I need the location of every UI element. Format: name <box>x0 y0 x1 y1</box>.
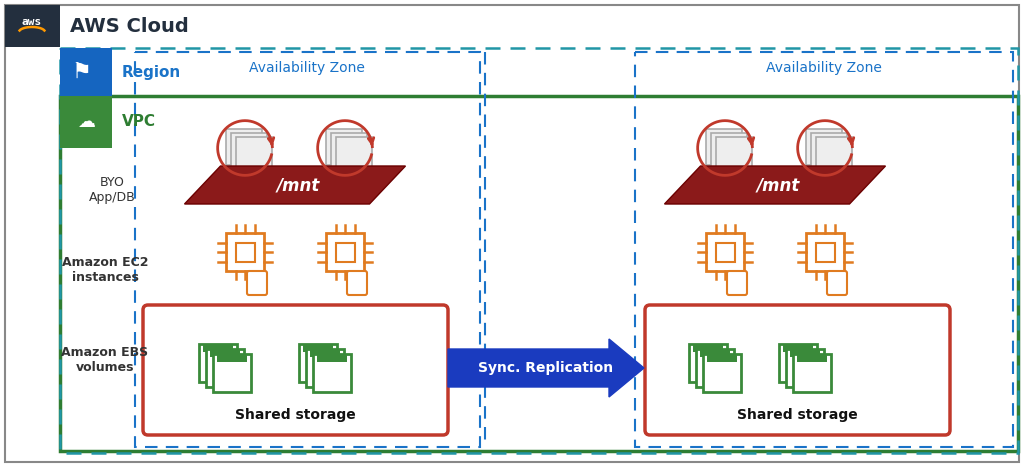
Bar <box>310 350 340 357</box>
Bar <box>336 243 355 262</box>
Text: Availability Zone: Availability Zone <box>249 61 365 75</box>
Bar <box>217 355 247 362</box>
FancyBboxPatch shape <box>206 349 244 387</box>
Text: Region: Region <box>122 64 181 79</box>
Bar <box>790 350 820 357</box>
Text: ☁: ☁ <box>77 113 95 131</box>
Bar <box>816 243 835 262</box>
Text: aws: aws <box>22 17 42 27</box>
Bar <box>236 243 255 262</box>
Bar <box>700 350 730 357</box>
Text: Sync. Replication: Sync. Replication <box>478 361 613 375</box>
FancyBboxPatch shape <box>347 271 367 295</box>
FancyBboxPatch shape <box>806 129 842 165</box>
FancyBboxPatch shape <box>336 137 372 173</box>
FancyBboxPatch shape <box>703 354 741 392</box>
Bar <box>210 350 240 357</box>
FancyBboxPatch shape <box>696 349 734 387</box>
Text: Shared storage: Shared storage <box>736 408 857 422</box>
Bar <box>60 96 1018 451</box>
Text: Availability Zone: Availability Zone <box>766 61 882 75</box>
FancyBboxPatch shape <box>247 271 267 295</box>
FancyBboxPatch shape <box>793 354 831 392</box>
FancyBboxPatch shape <box>326 129 362 165</box>
Bar <box>203 345 233 352</box>
FancyBboxPatch shape <box>313 354 351 392</box>
Bar <box>317 355 347 362</box>
Bar <box>706 233 744 271</box>
FancyBboxPatch shape <box>706 129 742 165</box>
FancyBboxPatch shape <box>331 133 367 169</box>
FancyBboxPatch shape <box>727 271 746 295</box>
FancyBboxPatch shape <box>231 133 267 169</box>
FancyBboxPatch shape <box>306 349 344 387</box>
Text: Shared storage: Shared storage <box>234 408 355 422</box>
FancyBboxPatch shape <box>786 349 824 387</box>
FancyBboxPatch shape <box>143 305 449 435</box>
FancyBboxPatch shape <box>827 271 847 295</box>
Bar <box>326 233 364 271</box>
FancyBboxPatch shape <box>779 344 817 382</box>
Text: Amazon EC2
instances: Amazon EC2 instances <box>61 256 148 284</box>
FancyBboxPatch shape <box>226 129 262 165</box>
Bar <box>797 355 827 362</box>
Text: /mnt: /mnt <box>757 176 800 194</box>
Polygon shape <box>665 166 886 204</box>
FancyBboxPatch shape <box>645 305 950 435</box>
Bar <box>635 52 1013 447</box>
Text: /mnt: /mnt <box>276 176 319 194</box>
Bar <box>716 243 735 262</box>
Text: ⚑: ⚑ <box>71 62 91 82</box>
FancyBboxPatch shape <box>689 344 727 382</box>
FancyBboxPatch shape <box>199 344 237 382</box>
Bar <box>60 96 112 148</box>
Bar <box>60 48 1018 453</box>
FancyArrow shape <box>449 339 644 397</box>
Bar <box>693 345 723 352</box>
Text: VPC: VPC <box>122 114 156 129</box>
Text: Amazon EBS
volumes: Amazon EBS volumes <box>61 346 148 374</box>
Bar <box>783 345 813 352</box>
Bar <box>303 345 333 352</box>
Bar <box>5 5 60 47</box>
Text: BYO
App/DB: BYO App/DB <box>89 176 135 204</box>
Bar <box>806 233 844 271</box>
Bar <box>135 52 480 447</box>
Bar <box>707 355 737 362</box>
FancyBboxPatch shape <box>299 344 337 382</box>
FancyBboxPatch shape <box>236 137 272 173</box>
Text: AWS Cloud: AWS Cloud <box>70 16 188 35</box>
FancyBboxPatch shape <box>811 133 847 169</box>
Polygon shape <box>184 166 406 204</box>
FancyBboxPatch shape <box>816 137 852 173</box>
Bar <box>226 233 264 271</box>
FancyBboxPatch shape <box>716 137 752 173</box>
FancyBboxPatch shape <box>711 133 746 169</box>
FancyBboxPatch shape <box>213 354 251 392</box>
Bar <box>60 48 112 96</box>
